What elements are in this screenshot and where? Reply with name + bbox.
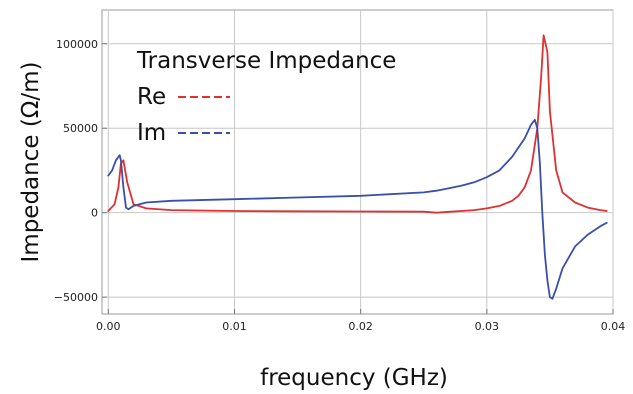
legend-title: Transverse Impedance bbox=[136, 48, 396, 74]
plot-frame bbox=[101, 9, 614, 315]
series-lines bbox=[107, 34, 608, 300]
series-line-re bbox=[107, 34, 608, 214]
legend: Transverse Impedance Re Im bbox=[136, 48, 396, 146]
y-tick-label: −50000 bbox=[54, 291, 98, 304]
series-line-im bbox=[107, 118, 608, 300]
y-tick-label: 50000 bbox=[63, 122, 98, 135]
legend-item-re-label: Re bbox=[137, 84, 166, 110]
y-tick-label: 100000 bbox=[56, 38, 98, 51]
x-tick-label: 0.03 bbox=[475, 320, 500, 333]
y-axis-label: Impedance (Ω/m) bbox=[18, 62, 44, 263]
y-tick-label: 0 bbox=[91, 207, 98, 220]
x-tick-label: 0.01 bbox=[222, 320, 247, 333]
x-tick-label: 0.00 bbox=[96, 320, 121, 333]
x-tick-label: 0.04 bbox=[601, 320, 626, 333]
x-tick-label: 0.02 bbox=[348, 320, 373, 333]
legend-item-im-label: Im bbox=[137, 120, 166, 146]
axis-ticks: 0.00 0.01 0.02 0.03 0.04 −50000 0 50000 100000 bbox=[54, 38, 625, 333]
x-axis-label: frequency (GHz) bbox=[260, 365, 448, 391]
grid-lines bbox=[102, 10, 614, 314]
